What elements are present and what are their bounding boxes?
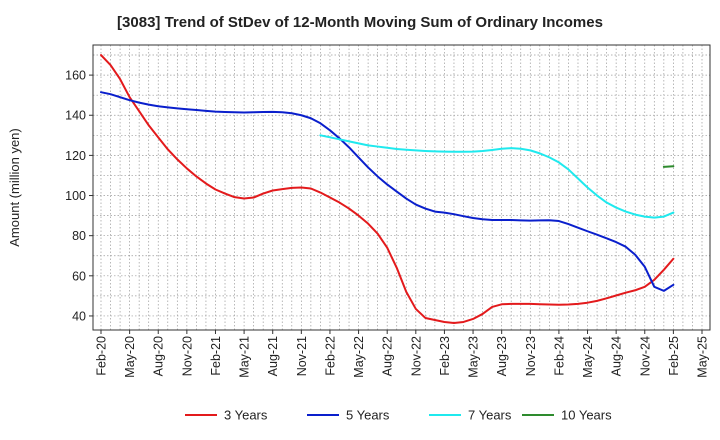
y-tick-label: 40 — [72, 309, 86, 323]
x-tick-label: Feb-24 — [552, 336, 566, 376]
legend-label: 3 Years — [224, 408, 268, 423]
series-line-7-years — [319, 134, 675, 219]
series-line-5-years — [100, 91, 675, 292]
axes — [89, 44, 711, 334]
x-tick-label: Nov-20 — [180, 336, 194, 376]
x-tick-label: May-23 — [467, 336, 481, 378]
y-tick-label: 100 — [65, 189, 86, 203]
legend-label: 5 Years — [346, 408, 390, 423]
x-tick-label: Feb-20 — [95, 336, 109, 376]
x-tick-label: May-22 — [352, 336, 366, 378]
y-tick-label: 80 — [72, 229, 86, 243]
x-tick-label: Nov-23 — [524, 336, 538, 376]
x-tick-label: Nov-22 — [409, 336, 423, 376]
legend-item-3-years: 3 Years — [185, 408, 268, 423]
y-tick-label: 140 — [65, 109, 86, 123]
x-tick-label: Feb-22 — [323, 336, 337, 376]
x-tick-label: Nov-21 — [295, 336, 309, 376]
y-axis-label: Amount (million yen) — [7, 128, 22, 247]
x-tick-label: Feb-21 — [209, 336, 223, 376]
y-tick-label: 160 — [65, 69, 86, 83]
series-line-3-years — [100, 54, 675, 324]
x-tick-label: Aug-24 — [610, 336, 624, 376]
plot-area — [93, 45, 710, 330]
legend-label: 7 Years — [468, 408, 512, 423]
plot-background — [93, 45, 710, 330]
legend-item-10-years: 10 Years — [522, 408, 612, 423]
x-tick-label: Aug-23 — [495, 336, 509, 376]
legend-item-5-years: 5 Years — [307, 408, 390, 423]
legend-label: 10 Years — [561, 408, 612, 423]
x-tick-label: May-24 — [581, 336, 595, 378]
x-tick-label: Aug-20 — [152, 336, 166, 376]
x-tick-label: May-20 — [123, 336, 137, 378]
series-layer — [100, 54, 675, 324]
chart-title: [3083] Trend of StDev of 12-Month Moving… — [117, 14, 603, 31]
plot-frame — [92, 44, 711, 331]
x-tick-label: Aug-22 — [381, 336, 395, 376]
x-tick-label: May-21 — [238, 336, 252, 378]
x-tick-label: Feb-25 — [667, 336, 681, 376]
legend-item-7-years: 7 Years — [429, 408, 512, 423]
legend: 3 Years 5 Years 7 Years 10 Years — [185, 408, 612, 423]
y-tick-label: 120 — [65, 149, 86, 163]
x-tick-label: Feb-23 — [438, 336, 452, 376]
y-tick-labels: 40 60 80 100 120 140 160 — [65, 69, 86, 324]
y-tick-label: 60 — [72, 269, 86, 283]
x-tick-label: Nov-24 — [638, 336, 652, 376]
x-tick-label: Aug-21 — [266, 336, 280, 376]
x-tick-labels: Feb-20 May-20 Aug-20 Nov-20 Feb-21 May-21 Aug-… — [95, 336, 710, 378]
series-line-10-years — [662, 165, 675, 168]
x-tick-label: May-25 — [696, 336, 710, 378]
